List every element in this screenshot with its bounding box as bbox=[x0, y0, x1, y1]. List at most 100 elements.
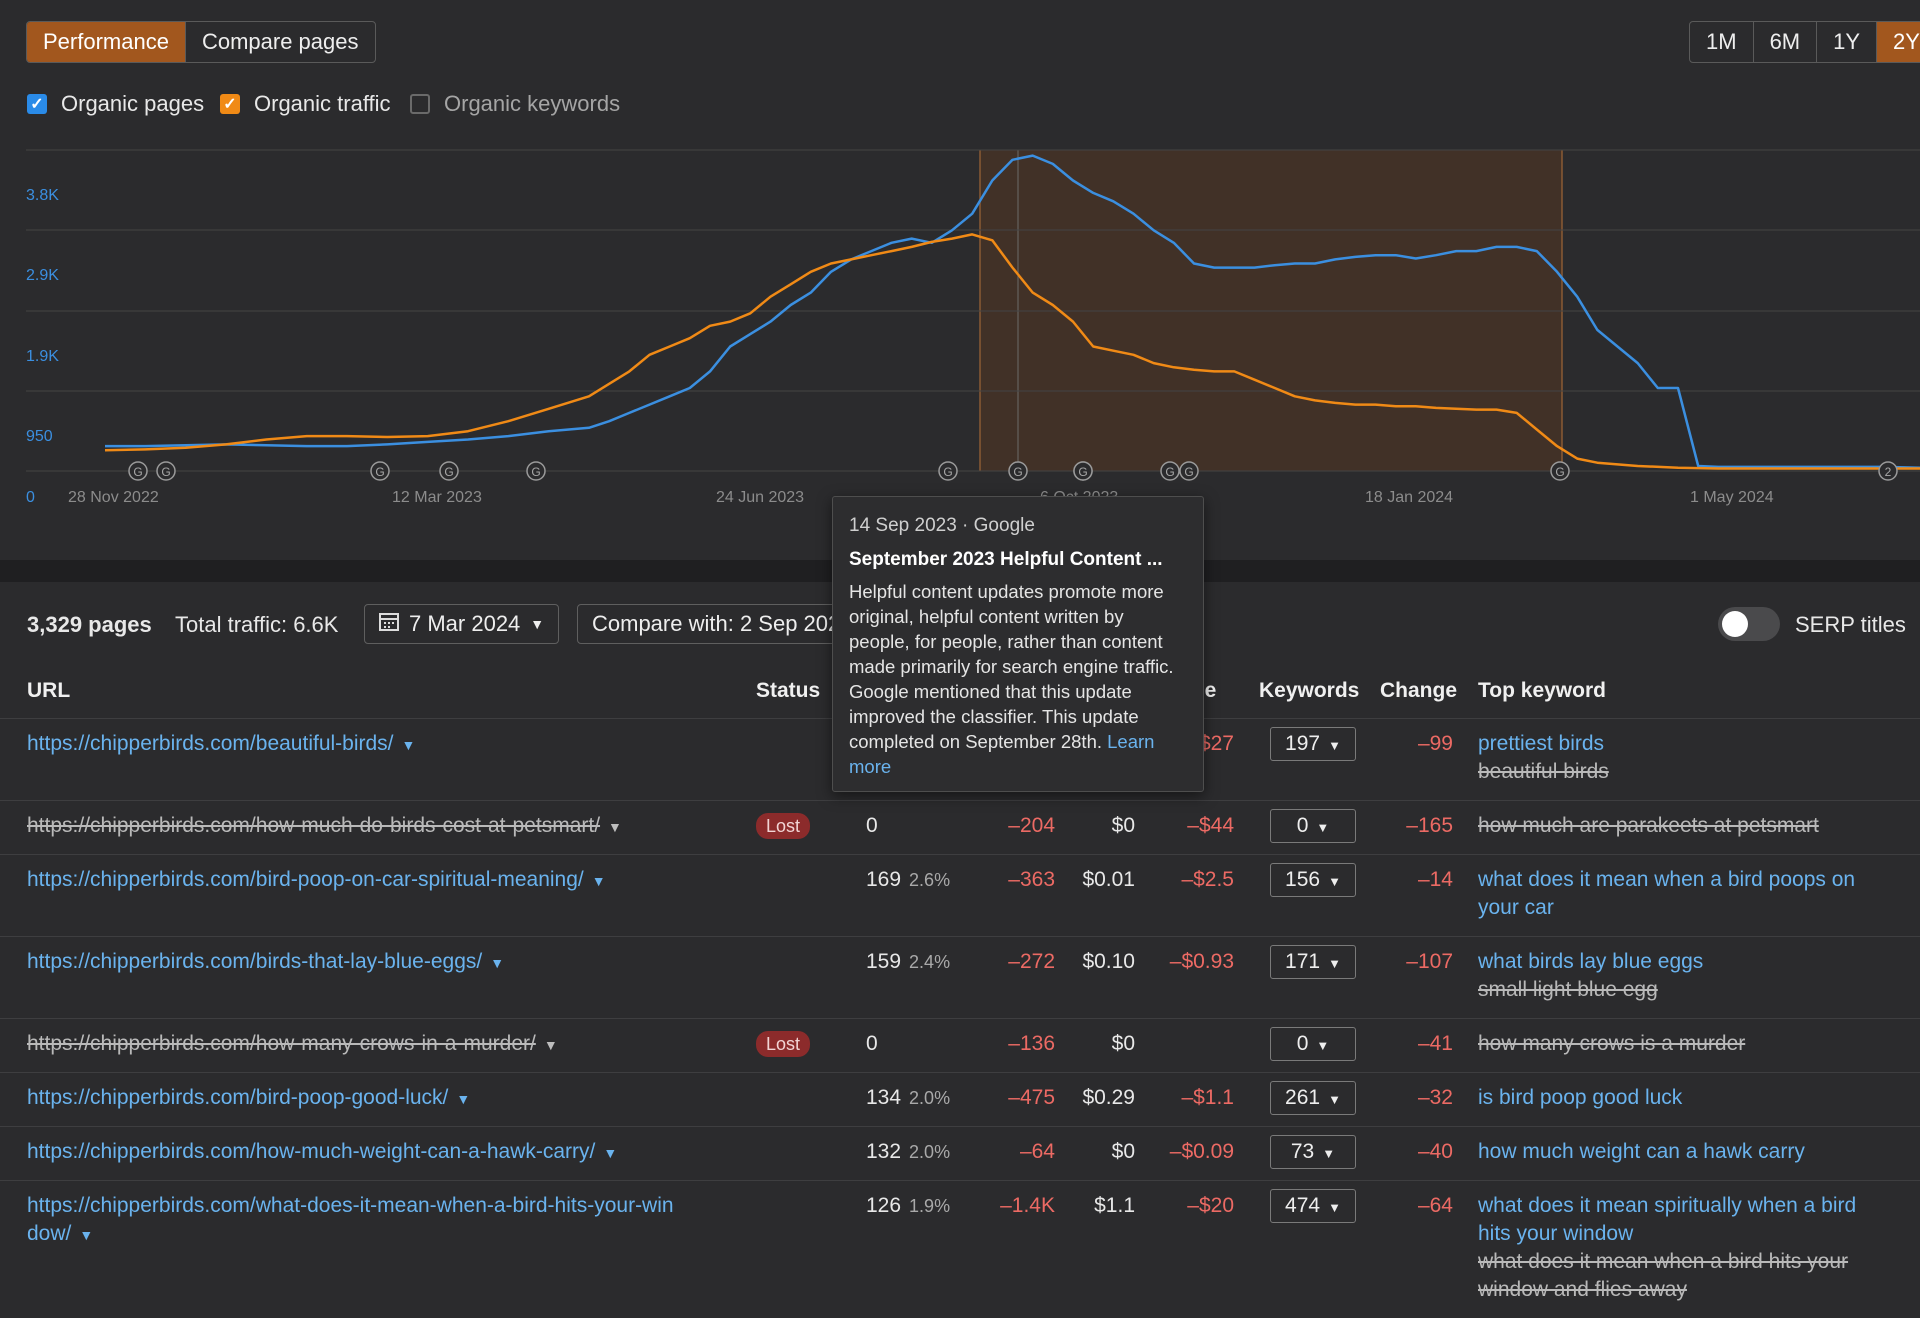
svg-text:G: G bbox=[1078, 465, 1087, 479]
x-tick-label: 24 Jun 2023 bbox=[716, 489, 804, 506]
algorithm-update-marker[interactable]: G bbox=[439, 461, 459, 481]
chevron-down-icon: ▼ bbox=[1328, 1092, 1341, 1107]
page-url-link[interactable]: https://chipperbirds.com/how-much-weight… bbox=[27, 1140, 596, 1163]
chevron-down-icon[interactable]: ▼ bbox=[79, 1227, 94, 1243]
checkbox-organic-pages[interactable]: ✓ Organic pages bbox=[27, 91, 204, 117]
chevron-down-icon[interactable]: ▼ bbox=[456, 1091, 471, 1107]
algorithm-update-marker[interactable]: G bbox=[1160, 461, 1180, 481]
value-change: –$2.5 bbox=[1181, 868, 1234, 891]
top-keyword-link[interactable]: your car bbox=[1478, 896, 1554, 919]
algorithm-update-marker[interactable]: G bbox=[1073, 461, 1093, 481]
col-url[interactable]: URL bbox=[27, 679, 71, 702]
keywords-count: 0 bbox=[1296, 814, 1309, 837]
checkbox-label: Organic keywords bbox=[444, 91, 621, 116]
value-change: –$0.93 bbox=[1169, 950, 1234, 973]
page-url-link[interactable]: https://chipperbirds.com/bird-poop-on-ca… bbox=[27, 868, 584, 891]
keywords-count: 0 bbox=[1296, 1032, 1309, 1055]
top-keyword-link[interactable]: hits your window bbox=[1478, 1222, 1634, 1245]
performance-chart[interactable]: 0 950 1.9K 2.9K 3.8K 28 Nov 2022 12 Mar 2023 24… bbox=[0, 140, 1920, 520]
algorithm-update-marker[interactable]: G bbox=[1008, 461, 1028, 481]
keywords-change: –40 bbox=[1417, 1140, 1453, 1163]
chevron-down-icon[interactable]: ▼ bbox=[591, 873, 606, 889]
keywords-dropdown[interactable]: 73 ▼ bbox=[1270, 1135, 1356, 1169]
keywords-change: –165 bbox=[1406, 814, 1453, 837]
top-keyword-link[interactable]: how many crows is a murder bbox=[1478, 1032, 1746, 1055]
chevron-down-icon[interactable]: ▼ bbox=[490, 955, 505, 971]
tab-compare-pages[interactable]: Compare pages bbox=[201, 29, 359, 54]
row-separator bbox=[0, 936, 1920, 937]
range-2y[interactable]: 2Y bbox=[1877, 22, 1920, 62]
col-keywords[interactable]: Keywords bbox=[1259, 679, 1360, 702]
serp-titles-label: SERP titles bbox=[1795, 612, 1906, 637]
algorithm-update-marker[interactable]: G bbox=[938, 461, 958, 481]
traffic-change: –136 bbox=[1008, 1032, 1055, 1055]
keywords-count: 197 bbox=[1285, 732, 1321, 755]
keywords-change: –99 bbox=[1417, 732, 1453, 755]
algorithm-update-marker[interactable]: G bbox=[128, 461, 148, 481]
algorithm-update-marker[interactable]: 2 bbox=[1878, 461, 1898, 481]
chevron-down-icon[interactable]: ▼ bbox=[543, 1037, 558, 1053]
compare-label: Compare with: 2 Sep 202 bbox=[592, 611, 841, 636]
y-tick-label: 950 bbox=[26, 428, 53, 445]
chevron-down-icon: ▼ bbox=[1328, 1200, 1341, 1215]
range-1m[interactable]: 1M bbox=[1690, 22, 1754, 62]
algorithm-update-marker[interactable]: G bbox=[1179, 461, 1199, 481]
traffic-value: 169 bbox=[866, 868, 902, 891]
chevron-down-icon[interactable]: ▼ bbox=[603, 1145, 618, 1161]
status-badge: Lost bbox=[756, 1031, 811, 1057]
tab-performance[interactable]: Performance bbox=[27, 22, 186, 62]
tooltip-title: September 2023 Helpful Content ... bbox=[849, 549, 1163, 570]
checkbox-organic-traffic[interactable]: ✓ Organic traffic bbox=[220, 91, 391, 117]
algorithm-update-marker[interactable]: G bbox=[1550, 461, 1570, 481]
page-url-link[interactable]: https://chipperbirds.com/beautiful-birds… bbox=[27, 732, 394, 755]
range-6m[interactable]: 6M bbox=[1754, 22, 1818, 62]
date-picker-button[interactable]: 7 Mar 2024 ▼ bbox=[364, 604, 560, 644]
row-separator bbox=[0, 1126, 1920, 1127]
value-change: $27 bbox=[1198, 732, 1234, 755]
page-url-link[interactable]: dow/ bbox=[27, 1222, 72, 1245]
algorithm-update-marker[interactable]: G bbox=[156, 461, 176, 481]
top-keyword-link[interactable]: is bird poop good luck bbox=[1478, 1086, 1683, 1109]
page-url-link[interactable]: https://chipperbirds.com/how-much-do-bir… bbox=[27, 814, 601, 837]
top-keyword-cell: prettiest birds beautiful birds bbox=[1478, 730, 1609, 786]
top-keyword-link[interactable]: how much are parakeets at petsmart bbox=[1478, 814, 1819, 837]
chevron-down-icon[interactable]: ▼ bbox=[401, 737, 416, 753]
svg-text:G: G bbox=[161, 465, 170, 479]
page-url-link[interactable]: https://chipperbirds.com/bird-poop-good-… bbox=[27, 1086, 449, 1109]
learn-more-link[interactable]: Learn more bbox=[849, 731, 1155, 777]
traffic-value: 132 bbox=[866, 1140, 902, 1163]
top-keyword-cell: how much are parakeets at petsmart bbox=[1478, 812, 1819, 840]
top-keyword-link[interactable]: what does it mean when a bird poops on bbox=[1478, 868, 1856, 891]
traffic-share: 2.4% bbox=[909, 952, 951, 972]
keywords-change: –14 bbox=[1417, 868, 1453, 891]
previous-top-keyword: small light blue egg bbox=[1478, 978, 1658, 1001]
keywords-dropdown[interactable]: 171 ▼ bbox=[1270, 945, 1356, 979]
page-url-link[interactable]: https://chipperbirds.com/how-many-crows-… bbox=[27, 1032, 536, 1055]
top-keyword-link[interactable]: what does it mean spiritually when a bir… bbox=[1478, 1194, 1857, 1217]
algorithm-update-marker[interactable]: G bbox=[370, 461, 390, 481]
chevron-down-icon[interactable]: ▼ bbox=[608, 819, 622, 835]
keywords-dropdown[interactable]: 156 ▼ bbox=[1270, 863, 1356, 897]
range-1y[interactable]: 1Y bbox=[1817, 22, 1878, 62]
keywords-dropdown[interactable]: 197 ▼ bbox=[1270, 727, 1356, 761]
top-keyword-link[interactable]: what birds lay blue eggs bbox=[1478, 950, 1704, 973]
top-keyword-cell: what birds lay blue eggs small light blue… bbox=[1478, 948, 1703, 1004]
col-top-keyword[interactable]: Top keyword bbox=[1478, 679, 1606, 702]
keywords-dropdown[interactable]: 474 ▼ bbox=[1270, 1189, 1356, 1223]
compare-date-button[interactable]: Compare with: 2 Sep 202 bbox=[577, 604, 887, 644]
top-keyword-link[interactable]: prettiest birds bbox=[1478, 732, 1605, 755]
traffic-cell: 126 1.9% bbox=[866, 1192, 950, 1220]
col-status[interactable]: Status bbox=[756, 679, 821, 702]
keywords-dropdown[interactable]: 0 ▼ bbox=[1270, 809, 1356, 843]
col-change[interactable]: Change bbox=[1380, 679, 1458, 702]
page-url-link[interactable]: https://chipperbirds.com/what-does-it-me… bbox=[27, 1194, 674, 1217]
top-keyword-link[interactable]: how much weight can a hawk carry bbox=[1478, 1140, 1805, 1163]
keywords-dropdown[interactable]: 261 ▼ bbox=[1270, 1081, 1356, 1115]
svg-text:2: 2 bbox=[1885, 465, 1892, 479]
keywords-dropdown[interactable]: 0 ▼ bbox=[1270, 1027, 1356, 1061]
url-cell: https://chipperbirds.com/what-does-it-me… bbox=[27, 1192, 674, 1249]
page-url-link[interactable]: https://chipperbirds.com/birds-that-lay-… bbox=[27, 950, 483, 973]
checkbox-organic-keywords[interactable]: Organic keywords bbox=[410, 91, 620, 117]
algorithm-update-marker[interactable]: G bbox=[526, 461, 546, 481]
serp-titles-toggle[interactable] bbox=[1718, 607, 1780, 641]
